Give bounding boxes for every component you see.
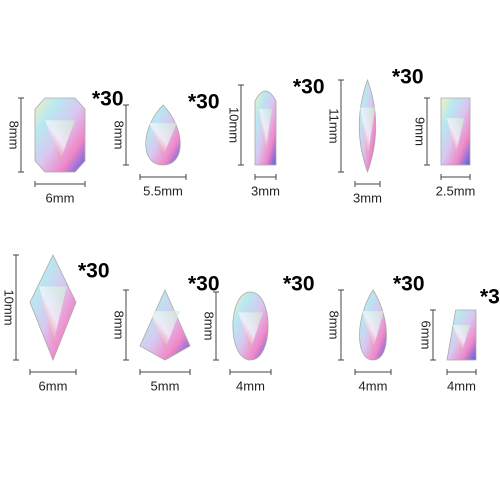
width-bracket [34,181,86,187]
height-label: 8mm [7,121,22,150]
gem-facet [362,311,384,350]
gem-facet [360,107,375,159]
height-label: 11mm [327,108,342,143]
width-label: 6mm [46,190,75,205]
width-bracket [229,369,272,375]
gem-facet [149,123,177,156]
quantity: *30 [78,260,110,283]
width-label: 3mm [353,190,382,205]
quantity: *30 [188,91,220,114]
width-label: 2.5mm [436,183,476,198]
gem-facet [446,118,465,155]
height-bracket [123,289,129,361]
gem-facet [45,120,75,161]
width-bracket [440,174,471,180]
gem-facet [150,311,180,350]
height-label: 10mm [2,289,17,325]
gem-facet [238,312,263,350]
width-bracket [254,174,277,180]
quantity: *30 [392,66,424,89]
height-bracket [18,97,24,173]
height-bracket [123,104,129,166]
quantity: *30 [92,88,124,111]
height-label: 8mm [327,311,342,340]
width-label: 4mm [236,378,265,393]
height-label: 9mm [413,117,428,146]
width-bracket [446,369,477,375]
width-bracket [354,369,392,375]
height-bracket [430,309,436,361]
height-bracket [424,97,430,166]
width-bracket [29,369,77,375]
height-label: 8mm [202,312,217,341]
height-bracket [13,254,19,361]
quantity: *30 [293,76,325,99]
height-label: 10mm [227,107,242,143]
quantity: *30 [283,273,315,296]
width-label: 5mm [151,378,180,393]
width-label: 4mm [359,378,388,393]
height-bracket [338,289,344,361]
height-label: 6mm [419,321,434,350]
width-label: 6mm [39,378,68,393]
height-bracket [213,291,219,361]
width-bracket [354,181,381,187]
quantity: *30 [393,273,425,296]
height-label: 8mm [112,121,127,150]
width-label: 4mm [447,378,476,393]
gem-facet [452,325,471,353]
quantity: *30 [188,273,220,296]
height-label: 8mm [112,311,127,340]
gem-facet [39,286,67,345]
width-bracket [139,369,191,375]
width-label: 5.5mm [143,183,183,198]
height-bracket [238,84,244,166]
gem-facet [259,109,272,153]
height-bracket [338,79,344,173]
width-label: 3mm [251,183,280,198]
width-bracket [139,174,187,180]
quantity: *30 [480,286,500,309]
